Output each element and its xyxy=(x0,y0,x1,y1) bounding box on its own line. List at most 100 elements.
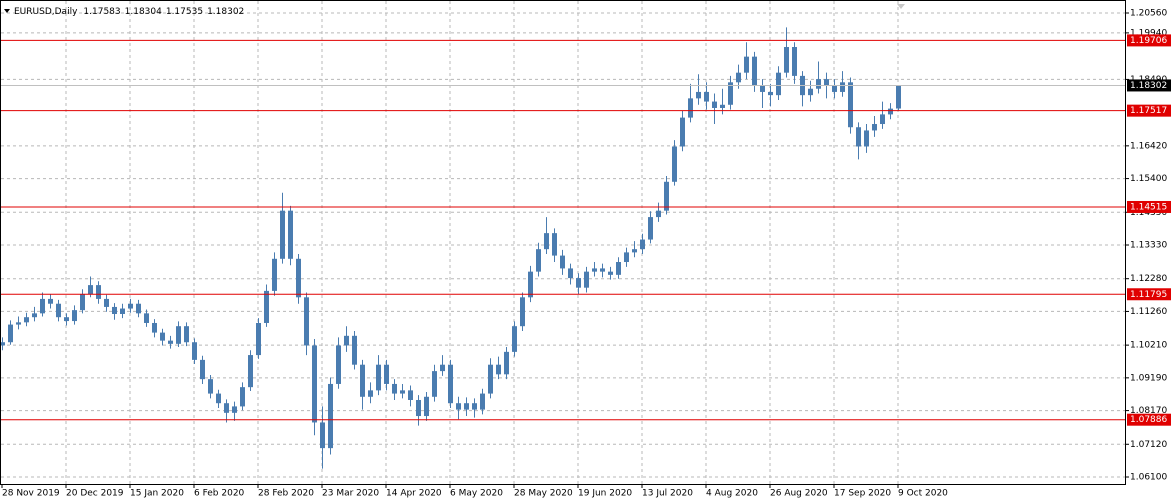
candle-body xyxy=(32,313,37,318)
candle-body xyxy=(64,317,69,322)
candle-body xyxy=(168,340,173,344)
candle-body xyxy=(624,252,629,263)
candle-body xyxy=(544,233,549,250)
candle-body xyxy=(696,91,701,99)
candle-body xyxy=(96,285,101,299)
candle-body xyxy=(304,297,309,346)
candle-body xyxy=(688,98,693,118)
candle-body xyxy=(736,72,741,83)
level-label: 1.19706 xyxy=(1130,36,1167,46)
candle-body xyxy=(456,403,461,410)
candle-body xyxy=(184,326,189,343)
x-tick-label: 20 Dec 2019 xyxy=(66,489,124,499)
level-label: 1.11795 xyxy=(1130,290,1167,300)
candle-body xyxy=(224,403,229,413)
candle-body xyxy=(376,364,381,391)
candle-body xyxy=(256,322,261,356)
y-tick-label: 1.15400 xyxy=(1130,174,1167,184)
candle-body xyxy=(240,387,245,407)
symbol: EURUSD,Daily xyxy=(14,7,78,17)
candle-body xyxy=(816,79,821,89)
y-tick-label: 1.16420 xyxy=(1130,141,1167,151)
level-label: 1.14515 xyxy=(1130,202,1167,212)
y-tick-label: 1.06100 xyxy=(1130,473,1167,483)
candle-body xyxy=(552,233,557,256)
candle-body xyxy=(808,88,813,96)
y-tick-label: 1.20560 xyxy=(1130,8,1167,18)
level-label: 1.17517 xyxy=(1130,106,1167,116)
y-tick-label: 1.08170 xyxy=(1130,406,1167,416)
candle-body xyxy=(408,390,413,400)
last-close: 1.18302 xyxy=(207,7,244,17)
x-tick-label: 26 Aug 2020 xyxy=(770,489,828,499)
x-tick-label: 28 May 2020 xyxy=(514,489,573,499)
candle-body xyxy=(296,258,301,298)
candle-body xyxy=(720,104,725,108)
candle-body xyxy=(72,310,77,322)
shift-marker xyxy=(897,4,905,9)
candle-body xyxy=(528,271,533,298)
candle-body xyxy=(464,403,469,410)
candle-body xyxy=(496,364,501,375)
candle-body xyxy=(176,326,181,344)
candle-body xyxy=(712,101,717,108)
candle-body xyxy=(864,130,869,147)
candle-body xyxy=(80,294,85,311)
x-tick-label: 14 Apr 2020 xyxy=(386,489,442,499)
level-box xyxy=(1127,200,1171,213)
y-tick-label: 1.12280 xyxy=(1130,274,1167,284)
x-tick-label: 6 May 2020 xyxy=(450,489,503,499)
y-tick-label: 1.11260 xyxy=(1130,307,1167,317)
candle-body xyxy=(536,249,541,272)
candle-body xyxy=(40,298,45,314)
candle-body xyxy=(320,422,325,449)
x-tick-label: 15 Jan 2020 xyxy=(130,489,184,499)
x-tick-label: 4 Aug 2020 xyxy=(706,489,758,499)
menu-arrow[interactable] xyxy=(4,9,10,13)
candle-body xyxy=(56,303,61,318)
candle-body xyxy=(792,47,797,76)
candle-body xyxy=(880,114,885,125)
candle-body xyxy=(648,217,653,240)
candle-body xyxy=(8,324,13,343)
candle-body xyxy=(848,82,853,128)
candle-body xyxy=(216,393,221,404)
candle-body xyxy=(200,359,205,380)
candle-body xyxy=(24,317,29,323)
candle-body xyxy=(328,383,333,449)
level-box xyxy=(1127,288,1171,301)
candle-body xyxy=(592,268,597,272)
x-tick-label: 13 Jul 2020 xyxy=(642,489,693,499)
candle-body xyxy=(768,91,773,96)
candle-body xyxy=(120,308,125,314)
candle-body xyxy=(512,326,517,352)
candle-body xyxy=(192,342,197,360)
candle-body xyxy=(632,249,637,253)
candle-body xyxy=(264,290,269,323)
current-price-box xyxy=(1127,79,1171,92)
candle-body xyxy=(472,403,477,410)
x-tick-label: 28 Feb 2020 xyxy=(258,489,314,499)
candle-body xyxy=(448,364,453,404)
candle-body xyxy=(360,364,365,397)
candle-body xyxy=(608,271,613,275)
y-tick-label: 1.19940 xyxy=(1130,28,1167,38)
x-tick-label: 19 Jun 2020 xyxy=(578,489,632,499)
level-box xyxy=(1127,413,1171,426)
candle-body xyxy=(656,210,661,218)
y-tick-label: 1.09190 xyxy=(1130,373,1167,383)
level-label: 1.07886 xyxy=(1130,415,1167,425)
x-tick-label: 6 Feb 2020 xyxy=(194,489,245,499)
candle-body xyxy=(344,335,349,346)
plot-border xyxy=(0,0,1126,485)
candle-body xyxy=(288,210,293,259)
candle-body xyxy=(896,85,901,109)
candle-body xyxy=(888,108,893,115)
candle-body xyxy=(368,390,373,397)
candle-body xyxy=(752,56,757,86)
candle-body xyxy=(392,383,397,394)
candle-body xyxy=(568,268,573,279)
candle-body xyxy=(832,85,837,92)
candle-body xyxy=(824,79,829,86)
